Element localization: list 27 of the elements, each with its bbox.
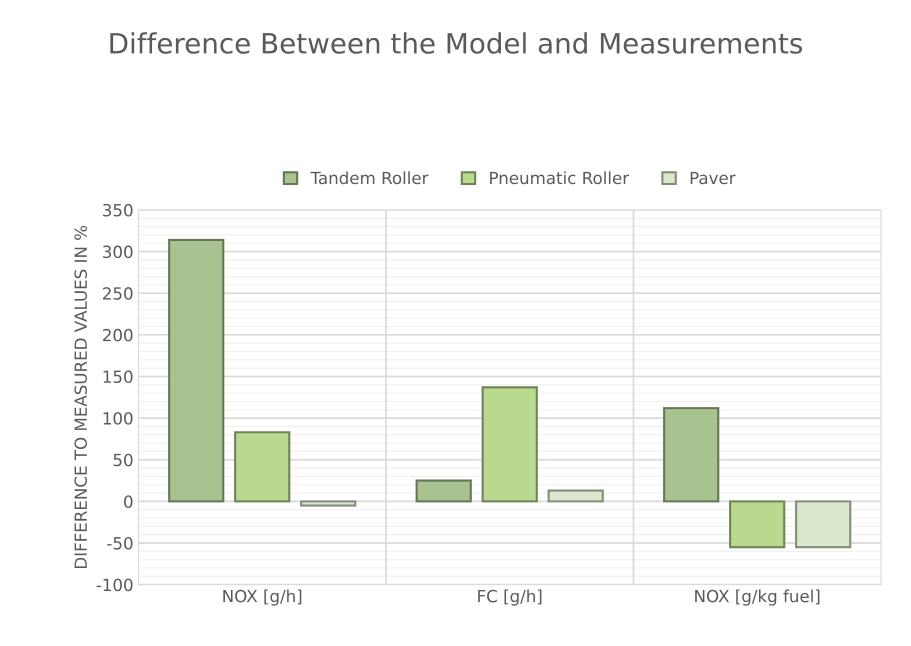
y-tick-label: 250 xyxy=(103,287,133,300)
bar xyxy=(300,500,356,507)
bar xyxy=(416,480,472,502)
y-tick-label: 150 xyxy=(104,370,133,384)
bar xyxy=(234,431,290,502)
legend-label: Paver xyxy=(690,172,736,184)
bar xyxy=(729,500,786,548)
y-tick-label: 0 xyxy=(124,495,133,508)
y-axis-title: DIFFERENCE TO MEASURED VALUES IN % xyxy=(74,226,87,568)
y-tick-label: -50 xyxy=(107,536,133,550)
legend-label: Tandem Roller xyxy=(310,171,428,184)
bar xyxy=(663,407,720,502)
bar xyxy=(482,386,538,502)
x-tick-label: FC [g/h] xyxy=(478,589,542,606)
legend-label: Pneumatic Roller xyxy=(490,171,630,184)
y-tick-label: 100 xyxy=(104,412,133,425)
bar xyxy=(168,238,224,502)
y-tick-label: 50 xyxy=(114,454,133,466)
x-tick-label: NOX [g/kg fuel] xyxy=(695,589,820,606)
bar xyxy=(548,490,604,502)
x-tick-label: NOX [g/h] xyxy=(223,589,302,606)
y-tick-label: 300 xyxy=(103,246,133,258)
y-tick-label: 350 xyxy=(103,204,133,217)
bar xyxy=(795,500,852,548)
y-tick-label: -100 xyxy=(96,578,133,592)
chart-title: Difference Between the Model and Measurements xyxy=(110,32,802,54)
y-tick-label: 200 xyxy=(103,328,133,342)
